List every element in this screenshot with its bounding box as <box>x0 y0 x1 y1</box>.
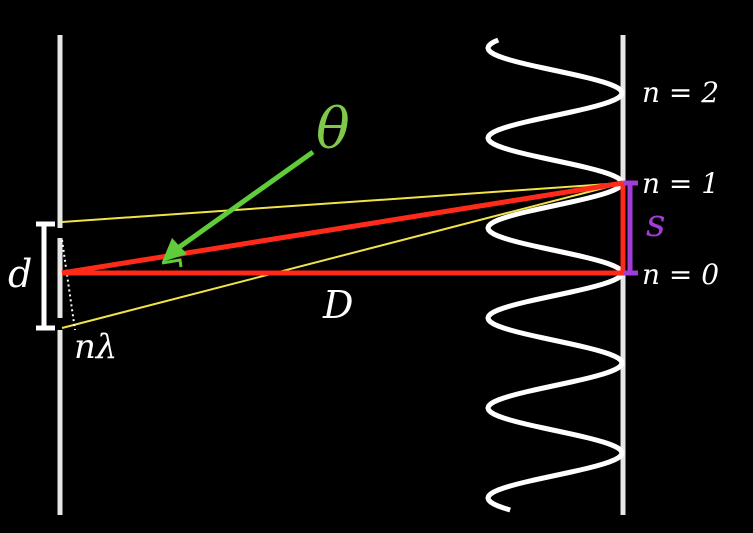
d-label: d <box>8 252 32 296</box>
D-label: D <box>322 283 353 327</box>
angle-marker <box>161 258 183 268</box>
yellow-ray-top <box>61 182 624 223</box>
path-difference-line <box>61 239 76 331</box>
theta-arrow <box>176 149 315 251</box>
bracket-icon <box>36 221 55 331</box>
n-lambda-label: nλ <box>74 327 117 367</box>
n0-label: n = 0 <box>642 258 719 291</box>
bracket-icon <box>623 180 638 276</box>
n2-label: n = 2 <box>642 76 719 109</box>
yellow-ray-bottom <box>61 182 624 329</box>
s-label: s <box>646 201 666 245</box>
red-ray-hypotenuse <box>61 180 624 276</box>
n1-label: n = 1 <box>642 167 719 200</box>
theta-label: θ <box>316 97 350 162</box>
arrow-icon <box>162 238 187 262</box>
